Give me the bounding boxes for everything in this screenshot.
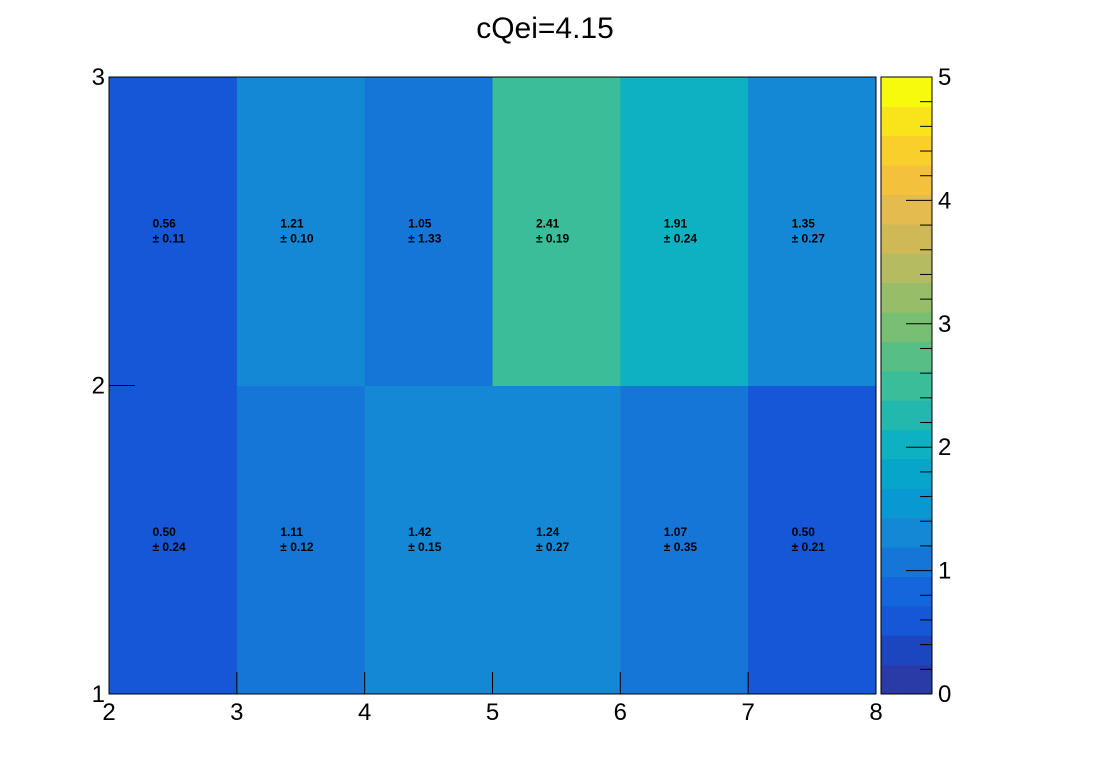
x-tick-label: 6: [614, 699, 627, 726]
cell-value-label: 1.42: [408, 525, 432, 539]
y-tick-label: 1: [92, 681, 105, 708]
color-scale-segment: [881, 605, 932, 636]
color-scale-segment: [881, 517, 932, 548]
cell-error-label: ± 0.19: [536, 231, 570, 245]
chart-title: cQei=4.15: [476, 12, 614, 45]
cell-value-label: 1.91: [664, 216, 688, 230]
color-scale-tick-label: 1: [938, 558, 951, 585]
cell-value-label: 1.21: [280, 216, 304, 230]
cell-error-label: ± 0.15: [408, 540, 442, 554]
cell-error-label: ± 0.11: [152, 231, 185, 245]
cell-labels: 0.50± 0.241.11± 0.121.42± 0.151.24± 0.27…: [152, 216, 825, 554]
cell-value-label: 1.05: [408, 216, 432, 230]
color-scale-segment: [881, 547, 932, 577]
color-scale-segment: [881, 370, 932, 401]
cell-value-label: 0.50: [152, 525, 176, 539]
y-tick-label: 3: [92, 64, 105, 91]
cell-value-label: 2.41: [536, 216, 560, 230]
color-scale-segment: [881, 253, 932, 284]
color-scale-segment: [881, 635, 932, 666]
color-scale-tick-label: 3: [938, 311, 951, 338]
cell-error-label: ± 0.24: [152, 540, 186, 554]
color-scale-segment: [881, 429, 932, 460]
color-scale: 0 1 2 3 4 5: [880, 64, 951, 708]
cell-error-label: ± 1.33: [408, 231, 442, 245]
heatmap-cell: [492, 385, 621, 695]
color-scale-tick-label: 0: [938, 681, 951, 708]
color-scale-segment: [881, 77, 932, 107]
color-scale-segment: [881, 106, 932, 137]
color-scale-tick-label: 4: [938, 187, 951, 214]
cell-value-label: 1.24: [536, 525, 560, 539]
heatmap-cell: [748, 385, 877, 695]
heatmap-cell: [620, 77, 749, 386]
color-scale-segment: [881, 341, 932, 372]
cell-error-label: ± 0.12: [280, 540, 314, 554]
heatmap-cell: [109, 385, 238, 695]
color-scale-segment: [881, 194, 932, 225]
cell-error-label: ± 0.21: [792, 540, 826, 554]
heatmap-cell: [236, 385, 366, 695]
heatmap-cell: [364, 77, 493, 386]
color-scale-segment: [881, 312, 932, 342]
color-scale-tick-label: 5: [938, 64, 951, 91]
cell-error-label: ± 0.24: [664, 231, 698, 245]
cell-error-label: ± 0.10: [280, 231, 314, 245]
cell-error-label: ± 0.27: [536, 540, 570, 554]
color-scale-tick-label: 2: [938, 434, 951, 461]
x-tick-label: 4: [358, 699, 371, 726]
color-scale-segment: [881, 576, 932, 607]
y-tick-label: 2: [92, 373, 105, 400]
cell-value-label: 0.50: [792, 525, 816, 539]
x-tick-label: 2: [102, 699, 115, 726]
color-scale-segment: [881, 400, 932, 431]
cell-value-label: 1.11: [280, 525, 303, 539]
color-scale-segment: [881, 282, 932, 313]
color-scale-segment: [881, 165, 932, 196]
cell-value-label: 1.07: [664, 525, 688, 539]
color-scale-segment: [881, 488, 932, 519]
heatmap-cell: [364, 385, 493, 695]
color-scale-segment: [881, 458, 932, 489]
heatmap-cell: [236, 77, 366, 386]
cell-value-label: 1.35: [792, 216, 816, 230]
x-tick-label: 5: [486, 699, 499, 726]
cell-error-label: ± 0.35: [664, 540, 698, 554]
x-tick-label: 8: [869, 699, 882, 726]
heatmap-cells: [109, 77, 877, 695]
cell-value-label: 0.56: [152, 216, 176, 230]
heatmap-cell: [109, 77, 238, 386]
cell-error-label: ± 0.27: [792, 231, 826, 245]
heatmap-cell: [748, 77, 877, 386]
x-tick-label: 3: [230, 699, 243, 726]
heatmap-cell: [620, 385, 749, 695]
heatmap-cell: [492, 77, 621, 386]
color-scale-segment: [881, 223, 932, 254]
x-tick-label: 7: [741, 699, 754, 726]
